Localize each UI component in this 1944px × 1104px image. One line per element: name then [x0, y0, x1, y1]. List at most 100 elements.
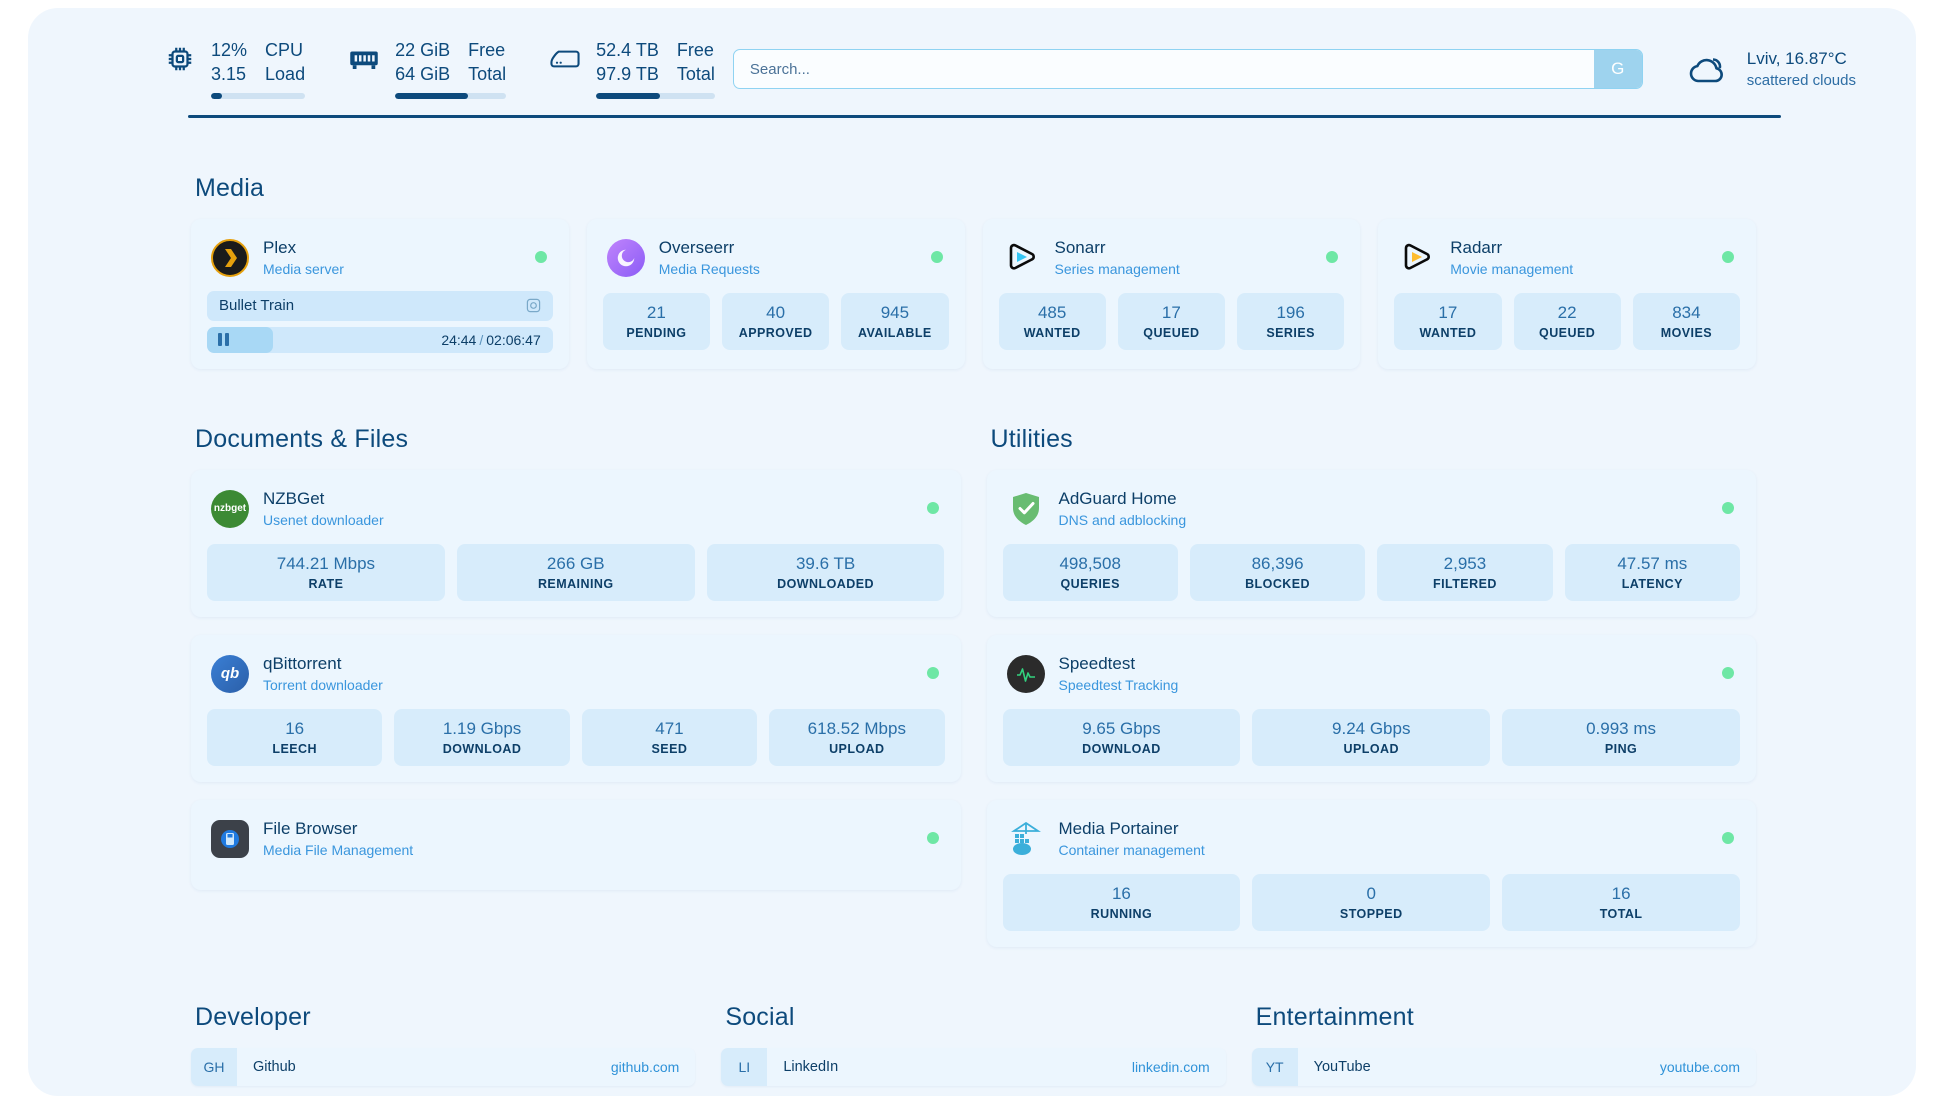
plex-icon — [211, 238, 249, 277]
weather-widget[interactable]: Lviv, 16.87°C scattered clouds — [1685, 47, 1856, 92]
service-subtitle: Torrent downloader — [263, 676, 383, 693]
stat-label: LEECH — [272, 741, 317, 756]
stat-label: RUNNING — [1090, 907, 1153, 922]
file-browser-icon — [211, 819, 249, 858]
stat-value: 40 — [766, 302, 786, 322]
stat-tile: 17 QUEUED — [1117, 292, 1225, 351]
media-grid: Plex Media server Bullet Train — [191, 219, 1756, 369]
stat-value: 39.6 TB — [795, 553, 856, 573]
service-card-plex[interactable]: Plex Media server Bullet Train — [191, 219, 569, 369]
card-header: Media Portainer Container management — [1003, 816, 1741, 860]
stat-value: 21 — [646, 302, 666, 322]
stat-tile: 0 STOPPED — [1252, 873, 1491, 932]
ram-used: 22 GiB — [395, 40, 451, 61]
stat-value: 266 GB — [546, 553, 605, 573]
service-card-sonarr[interactable]: Sonarr Series management 485 WANTED 17 Q… — [982, 219, 1361, 369]
service-name: NZBGet — [263, 488, 325, 508]
cpu-icon — [163, 39, 197, 79]
service-card-nzbget[interactable]: nzbget NZBGet Usenet downloader 744.21 M… — [191, 469, 961, 617]
stat-label: MOVIES — [1660, 326, 1713, 341]
service-name: Media Portainer — [1058, 818, 1179, 838]
stat-value: 16 — [1611, 883, 1631, 903]
stats-row: 16 LEECH 1.19 Gbps DOWNLOAD 471 SEED — [207, 708, 945, 766]
service-card-radarr[interactable]: Radarr Movie management 17 WANTED 22 QUE… — [1378, 219, 1756, 369]
bookmark-name: Github — [253, 1059, 296, 1076]
bookmark-badge: YT — [1251, 1048, 1298, 1087]
playback-progress-bar[interactable]: 24:44/02:06:47 — [207, 326, 553, 353]
service-name: AdGuard Home — [1058, 488, 1177, 508]
stat-label: AVAILABLE — [858, 326, 932, 341]
status-indicator — [1722, 666, 1734, 679]
service-name: qBittorrent — [263, 653, 342, 673]
stat-tile: 39.6 TB DOWNLOADED — [706, 543, 945, 601]
card-header: Overseerr Media Requests — [603, 235, 949, 279]
stat-value: 16 — [285, 718, 305, 738]
service-subtitle: Container management — [1058, 841, 1205, 858]
stats-row: 16 RUNNING 0 STOPPED 16 TOTAL — [1002, 873, 1741, 932]
stat-tile: 471 SEED — [581, 708, 758, 766]
stat-value: 2,953 — [1443, 553, 1487, 573]
pause-icon[interactable] — [218, 333, 229, 347]
bookmark-url: linkedin.com — [1131, 1059, 1210, 1076]
stats-row: 21 PENDING 40 APPROVED 945 AVAILABLE — [602, 292, 949, 351]
status-indicator — [930, 250, 943, 263]
stat-label: QUERIES — [1060, 576, 1120, 591]
cast-icon[interactable] — [526, 298, 541, 313]
disk-usage-bar — [596, 92, 715, 99]
now-playing-bar[interactable]: Bullet Train — [207, 290, 553, 321]
service-card-adguard-home[interactable]: AdGuard Home DNS and adblocking 498,508 … — [986, 469, 1756, 617]
stat-value: 9.65 Gbps — [1082, 718, 1161, 738]
stat-tile: 266 GB REMAINING — [456, 543, 695, 601]
stat-value: 0.993 ms — [1586, 718, 1657, 738]
radarr-icon — [1398, 239, 1436, 277]
stat-label: SEED — [651, 741, 688, 756]
stat-value: 834 — [1672, 302, 1701, 322]
stat-tile: 47.57 ms LATENCY — [1564, 543, 1740, 601]
stat-value: 485 — [1037, 302, 1067, 322]
stat-label: PING — [1604, 741, 1638, 756]
bookmark-youtube[interactable]: YT YouTube youtube.com — [1251, 1048, 1756, 1087]
cpu-label-bottom: Load — [265, 64, 306, 84]
disk-free: 52.4 TB — [596, 40, 659, 61]
header-divider — [188, 115, 1781, 118]
status-indicator — [1722, 831, 1734, 844]
bookmark-group-entertainment: Entertainment YT YouTube youtube.com NF … — [1251, 947, 1756, 1096]
dashboard-page: 12% 3.15 CPU Load — [28, 8, 1916, 1096]
status-indicator — [926, 501, 939, 514]
service-card-speedtest[interactable]: Speedtest Speedtest Tracking 9.65 Gbps D… — [986, 634, 1756, 782]
stat-label: TOTAL — [1599, 907, 1643, 922]
disk-total: 97.9 TB — [596, 64, 659, 84]
card-header: AdGuard Home DNS and adblocking — [1003, 486, 1741, 530]
service-subtitle: Media server — [263, 260, 344, 277]
bookmark-badge: GH — [191, 1048, 237, 1087]
bookmark-github[interactable]: GH Github github.com — [191, 1048, 696, 1087]
stat-tile: 9.65 Gbps DOWNLOAD — [1002, 708, 1241, 766]
weather-condition: scattered clouds — [1746, 72, 1856, 90]
overseerr-icon — [606, 238, 645, 277]
service-card-overseerr[interactable]: Overseerr Media Requests 21 PENDING 40 A… — [586, 219, 965, 369]
bookmark-url: youtube.com — [1659, 1059, 1740, 1076]
search-input[interactable] — [733, 50, 1594, 88]
bookmark-name: LinkedIn — [783, 1059, 839, 1076]
card-header: nzbget NZBGet Usenet downloader — [207, 486, 945, 530]
ram-icon — [347, 39, 381, 79]
service-card-file-browser[interactable]: File Browser Media File Management — [191, 799, 961, 890]
stat-value: 618.52 Mbps — [807, 718, 906, 738]
section-title-utilities: Utilities — [990, 424, 1073, 453]
stat-tile: 834 MOVIES — [1632, 292, 1740, 351]
bookmark-linkedin[interactable]: LI LinkedIn linkedin.com — [721, 1048, 1226, 1087]
bookmark-badge: LI — [721, 1048, 768, 1087]
bookmark-url: github.com — [610, 1059, 680, 1076]
section-title-media: Media — [195, 174, 265, 202]
stat-value: 16 — [1111, 883, 1131, 903]
search-box[interactable]: G — [732, 49, 1643, 89]
service-card-qbittorrent[interactable]: qb qBittorrent Torrent downloader 16 — [191, 634, 961, 782]
card-header: Speedtest Speedtest Tracking — [1003, 651, 1741, 695]
ram-label-bottom: Total — [468, 64, 507, 84]
service-subtitle: DNS and adblocking — [1058, 511, 1187, 528]
service-name: Speedtest — [1058, 653, 1136, 673]
search-submit-button[interactable]: G — [1593, 50, 1642, 88]
card-header: Plex Media server — [207, 235, 553, 279]
bookmark-name: YouTube — [1313, 1059, 1371, 1076]
service-card-media-portainer[interactable]: Media Portainer Container management 16 … — [986, 799, 1756, 948]
